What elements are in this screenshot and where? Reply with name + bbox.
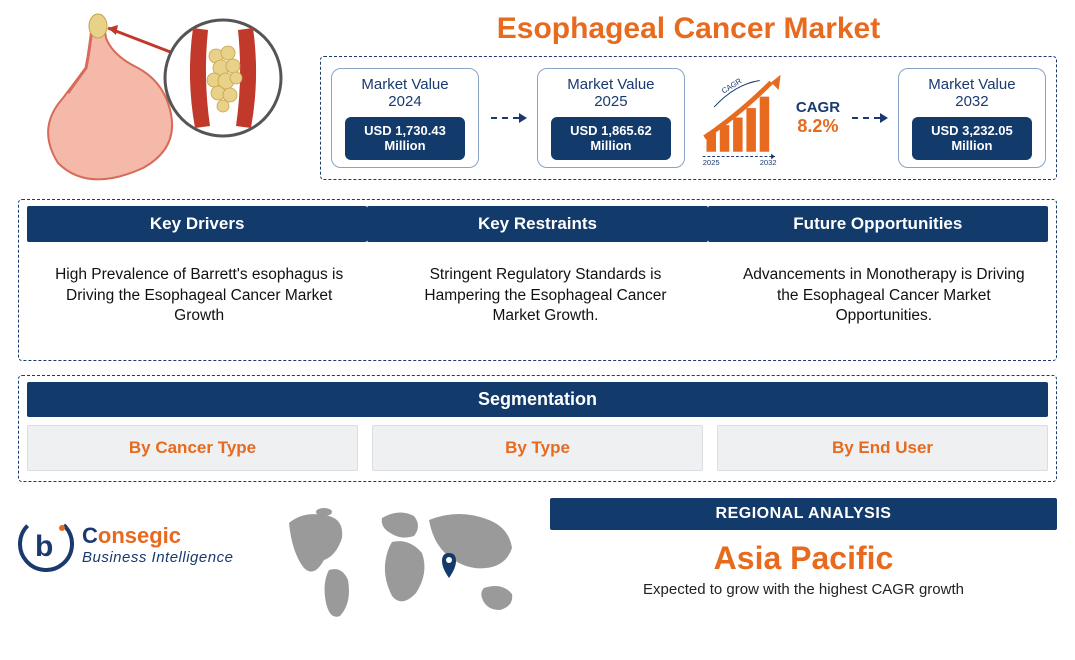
segmentation-head: Segmentation (27, 382, 1048, 417)
svg-text:2032: 2032 (760, 158, 777, 166)
logo-line1: Consegic (82, 523, 233, 549)
svg-text:b: b (35, 530, 53, 563)
regional-title: Asia Pacific (550, 540, 1057, 577)
cagr-value: 8.2% (796, 116, 840, 137)
seg-end-user: By End User (717, 425, 1048, 471)
key-drivers-body: High Prevalence of Barrett's esophagus i… (27, 242, 371, 350)
company-logo: b Consegic Business Intelligence (18, 516, 258, 572)
key-restraints-head: Key Restraints (367, 206, 707, 242)
key-restraints-card: Key Restraints Stringent Regulatory Stan… (367, 206, 707, 350)
segmentation-section: Segmentation By Cancer Type By Type By E… (18, 375, 1057, 482)
regional-head: REGIONAL ANALYSIS (550, 498, 1057, 530)
key-drivers-head: Key Drivers (27, 206, 367, 242)
cagr-label: CAGR (796, 99, 840, 116)
arrow-icon (491, 117, 525, 119)
market-value-row: Market Value2024 USD 1,730.43Million Mar… (320, 56, 1057, 180)
svg-text:2025: 2025 (703, 158, 720, 166)
page-title: Esophageal Cancer Market (320, 12, 1057, 46)
value-card-2032: Market Value2032 USD 3,232.05Million (898, 68, 1046, 168)
esophagus-illustration (18, 8, 308, 183)
cagr-block: CAGR 2025 2032 CAGR 8.2% (697, 71, 840, 166)
svg-text:CAGR: CAGR (720, 75, 744, 95)
key-drivers-card: Key Drivers High Prevalence of Barrett's… (27, 206, 367, 350)
regional-sub: Expected to grow with the highest CAGR g… (550, 581, 1057, 598)
value-card-2025: Market Value2025 USD 1,865.62Million (537, 68, 685, 168)
key-restraints-body: Stringent Regulatory Standards is Hamper… (367, 242, 711, 350)
seg-type: By Type (372, 425, 703, 471)
future-opportunities-head: Future Opportunities (708, 206, 1048, 242)
logo-icon: b (18, 516, 74, 572)
regional-analysis: REGIONAL ANALYSIS Asia Pacific Expected … (550, 498, 1057, 598)
map-pin-icon (442, 553, 456, 578)
future-opportunities-card: Future Opportunities Advancements in Mon… (708, 206, 1048, 350)
future-opportunities-body: Advancements in Monotherapy is Driving t… (708, 242, 1048, 350)
world-map-icon (274, 498, 534, 633)
cagr-chart-icon: CAGR 2025 2032 (697, 71, 792, 166)
logo-line2: Business Intelligence (82, 549, 233, 566)
drivers-row: Key Drivers High Prevalence of Barrett's… (18, 199, 1057, 361)
arrow-icon (852, 117, 886, 119)
value-card-2024: Market Value2024 USD 1,730.43Million (331, 68, 479, 168)
seg-cancer-type: By Cancer Type (27, 425, 358, 471)
